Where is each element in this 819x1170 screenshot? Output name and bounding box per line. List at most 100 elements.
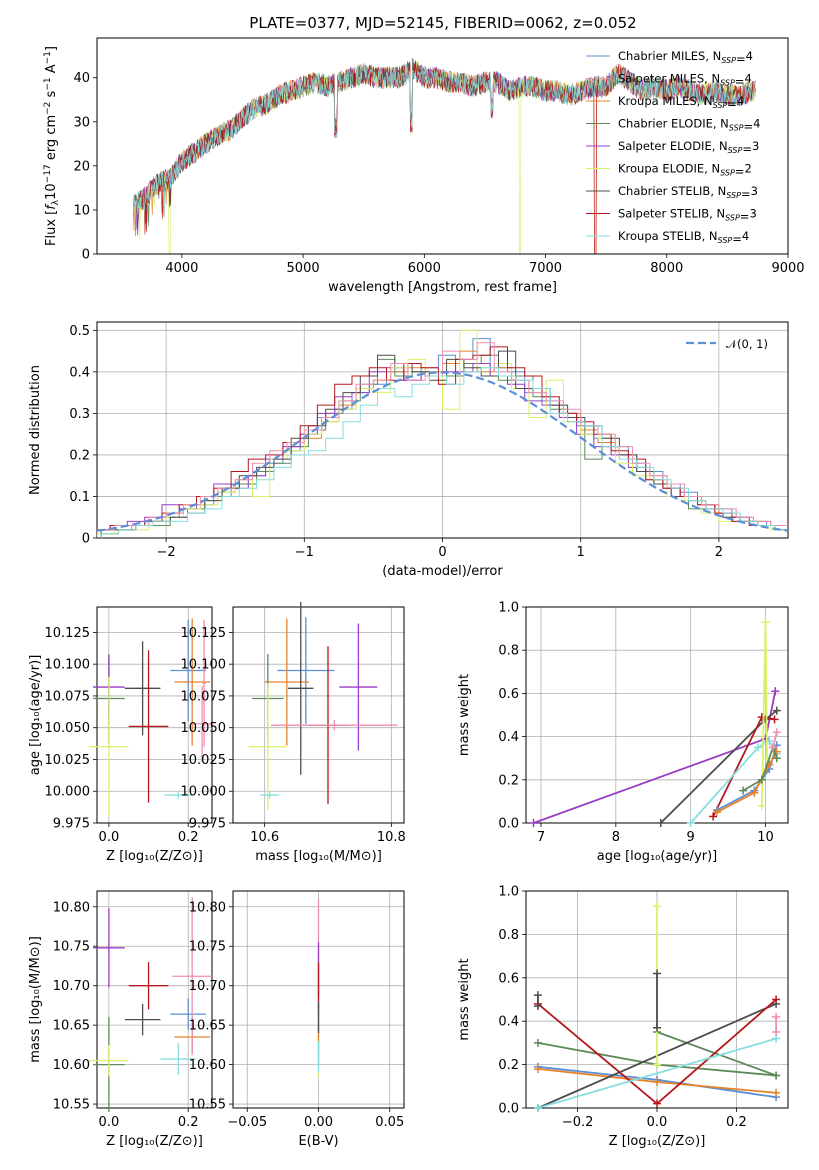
y-tick-label: 0.0: [498, 1102, 519, 1117]
weight-marker-red: [653, 1099, 661, 1108]
legend-nssp-value: 4: [744, 72, 751, 86]
y-label-part-a: Flux [: [44, 210, 59, 246]
weight-marker-cyan: [754, 743, 763, 752]
legend-series-name: Kroupa ELODIE: [618, 162, 704, 176]
x-tick-label: 0.00: [304, 1115, 333, 1130]
x-tick-label: 10.8: [377, 830, 406, 845]
y-label-part-e3: −1: [43, 77, 53, 90]
y-tick-label: 10.050: [45, 721, 91, 736]
y-label-part-c: erg cm: [44, 115, 59, 164]
legend-equals: =: [735, 75, 745, 89]
y-tick-label: 10.55: [189, 1098, 226, 1113]
y-label-part-d: s: [44, 90, 59, 101]
weight-marker-pink: [772, 1012, 781, 1021]
axes-frame: [232, 606, 405, 824]
weight-marker-orange: [772, 1088, 781, 1097]
weight-marker-dark: [653, 1023, 661, 1032]
x-tick-label: 9000: [771, 261, 804, 276]
y-tick-label: 9.975: [53, 817, 90, 832]
weight-line-cyan: [537, 1037, 777, 1109]
legend-nssp-sub: SSP: [718, 236, 733, 245]
legend-label: Chabrier ELODIE, NSSP=4: [618, 117, 760, 134]
y-tick-label: 40: [73, 71, 90, 86]
x-tick-label: −0.05: [227, 1115, 267, 1130]
y-tick-label: 0: [82, 248, 90, 263]
x-tick-label: 0.0: [647, 1115, 668, 1130]
legend-label: Chabrier MILES, NSSP=4: [618, 49, 753, 66]
legend-equals: =: [742, 142, 752, 156]
hist-plot-area: [97, 329, 788, 538]
x-tick-label: 0.2: [726, 1115, 747, 1130]
y-tick-label: 0.2: [498, 1058, 519, 1073]
mass-weight-vs-age-panel: 7 8 9 10 0.0 0.2 0.4 0.6 0.8 1.0 age [log₁₀(age/yr…: [457, 601, 789, 864]
legend-equals: =: [741, 187, 751, 201]
y-tick-label: 10.80: [53, 900, 90, 915]
weight-marker-orange: [712, 808, 721, 817]
x-tick-label: 9: [687, 830, 695, 845]
weight-marker-dark: [533, 991, 542, 1000]
normal-curve: [97, 371, 788, 532]
y-tick-label: 0.6: [498, 687, 519, 702]
weight-marker-purple: [771, 687, 780, 696]
histogram-pink: [97, 342, 788, 538]
legend-series-name: Kroupa MILES: [618, 94, 697, 108]
legend-nssp-sub: SSP: [726, 191, 741, 200]
x-axis-label: Z [log₁₀(Z/Z⊙)]: [106, 849, 203, 864]
legend-series-name: Salpeter STELIB: [618, 207, 709, 221]
y-tick-label: 0.0: [498, 817, 519, 832]
x-tick-label: 0.0: [99, 1115, 120, 1130]
x-axis-label: E(B-V): [298, 1134, 338, 1149]
y-tick-label: 10.65: [189, 1019, 226, 1034]
age-vs-Z-panel: 0.0 0.2 9.975 10.000 10.025 10.050 10.075 10.10…: [28, 606, 213, 864]
y-axis-label: age [log₁₀(age/yr)]: [28, 655, 43, 776]
y-label-part-e4: −1: [43, 51, 53, 64]
y-tick-label: 0.5: [69, 324, 90, 339]
legend-nssp-sub: SSP: [720, 79, 735, 88]
x-tick-label: 0.0: [99, 830, 120, 845]
spectrum-panel: 4000 5000 6000 7000 8000 9000 0 10 20 30 40 wavelen…: [43, 37, 805, 295]
legend-nssp-prefix: , N: [709, 207, 725, 221]
legend-nssp-value: 4: [753, 117, 760, 131]
x-tick-label: 7: [537, 830, 545, 845]
legend-nssp-sub: SSP: [713, 101, 728, 110]
x-tick-label: 0.05: [375, 1115, 404, 1130]
axes-frame: [96, 37, 789, 255]
weight-marker-green: [772, 1071, 781, 1080]
legend-series-name: Salpeter ELODIE: [618, 139, 712, 153]
y-tick-label: 20: [73, 159, 90, 174]
x-tick-label: −2: [157, 545, 176, 560]
weight-marker-orange: [750, 788, 759, 797]
y-tick-label: 9.975: [189, 817, 226, 832]
age-vs-mass-panel: 10.6 10.8 9.975 10.000 10.025 10.050 10.075 10.…: [181, 601, 406, 864]
y-tick-label: 0.2: [69, 448, 90, 463]
axes-frame: [232, 890, 405, 1109]
x-axis-label: (data-model)/error: [382, 564, 503, 579]
y-label-part-f2: ]: [44, 46, 59, 51]
y-tick-label: 0.4: [498, 730, 519, 745]
legend-label: Salpeter MILES, NSSP=4: [618, 72, 752, 89]
x-tick-label: 2: [715, 545, 723, 560]
y-label-part-e2: −2: [43, 102, 53, 115]
legend-nssp-value: 4: [737, 94, 744, 108]
x-axis-label: wavelength [Angstrom, rest frame]: [328, 280, 557, 295]
legend-nssp-value: 3: [749, 207, 756, 221]
y-tick-label: 10.70: [53, 979, 90, 994]
y-tick-label: 1.0: [498, 601, 519, 616]
weight-marker-cyan: [686, 819, 695, 827]
legend-equals: =: [736, 52, 746, 66]
y-label-part-b: 10: [44, 183, 59, 200]
y-label-part-f: f: [44, 203, 59, 210]
weight-marker-pink: [769, 743, 778, 752]
mass-vs-EBV-panel: −0.05 0.00 0.05 10.55 10.60 10.65 10.70 10.75 10…: [189, 890, 405, 1149]
y-tick-label: 0.8: [498, 928, 519, 943]
legend-nssp-value: 3: [751, 184, 758, 198]
y-axis-label: Normed distribution: [28, 365, 43, 495]
legend-equals: =: [740, 210, 750, 224]
legend-nssp-prefix: , N: [705, 49, 721, 63]
weight-marker-green: [533, 1038, 542, 1047]
y-tick-label: 0.2: [498, 773, 519, 788]
x-axis-label: mass [log₁₀(M/M⊙)]: [255, 849, 382, 864]
y-tick-label: 10.125: [181, 626, 227, 641]
y-tick-label: 10.100: [181, 658, 227, 673]
y-tick-label: 10.60: [53, 1058, 90, 1073]
